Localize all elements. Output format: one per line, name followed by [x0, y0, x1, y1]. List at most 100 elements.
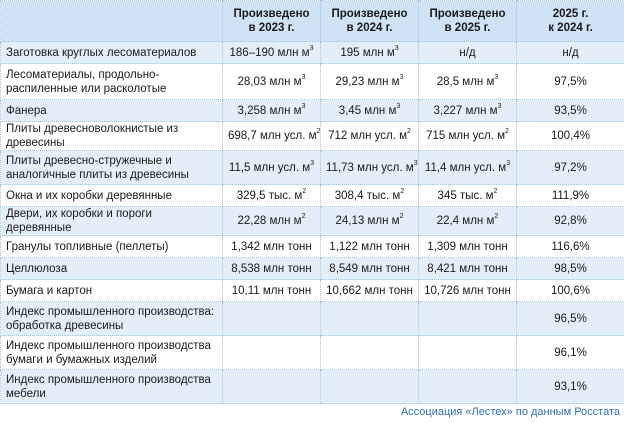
value-unit: млн усл. м [350, 130, 408, 142]
unit-exponent: 3 [506, 159, 511, 167]
ratio-text: н/д [562, 46, 579, 59]
source-caption: Ассоциация «Лестех» по данным Росстата [400, 406, 620, 418]
value-y2023: 28,03 млн м3 [222, 63, 321, 100]
value-y2025 [418, 335, 517, 370]
value-unit: млн тонн [462, 284, 511, 297]
value-y2023: 329,5 тыс. м2 [222, 184, 321, 207]
table-row: Фанера 3,258 млн м3 3,45 млн м3 3,227 млн м… [0, 99, 624, 122]
row-label-text: Двери, их коробки и пороги деревянные [6, 208, 152, 234]
ratio-text: 96,1% [554, 346, 587, 359]
value-ratio: 97,2% [516, 150, 624, 185]
value-y2024: 308,4 тыс. м2 [320, 184, 419, 207]
value-unit: тыс. м [268, 189, 303, 202]
value-y2023: 1,342 млн тонн [222, 235, 321, 258]
header-item [0, 0, 223, 42]
table-row: Целлюлоза 8,538 млн тонн 8,549 млн тонн 8,4… [0, 257, 624, 280]
value-number: 715 [426, 130, 446, 142]
value-y2025: 28,5 млн м3 [418, 63, 517, 100]
value-y2024: 8,549 млн тонн [320, 257, 419, 280]
value-number: 11,5 [228, 161, 251, 174]
value-y2024 [320, 335, 419, 370]
ratio-text: 111,9% [551, 189, 590, 202]
value-number: 8,549 [329, 262, 359, 275]
unit-exponent: 2 [316, 128, 321, 135]
row-label: Двери, их коробки и пороги деревянные [0, 206, 223, 236]
value-ratio: 93,5% [516, 99, 624, 122]
value-ratio: 98,5% [516, 257, 624, 280]
value-ratio: 97,5% [516, 63, 624, 100]
ratio-text: 92,8% [554, 215, 587, 227]
value-unit: млн м [277, 46, 310, 59]
value-y2025: 11,4 млн усл. м3 [418, 150, 517, 185]
value-ratio: 100,6% [516, 279, 624, 302]
value-number: н/д [459, 46, 476, 59]
unit-exponent: 2 [494, 213, 499, 220]
value-unit: млн усл. м [357, 161, 414, 174]
value-unit: млн тонн [263, 262, 312, 275]
header-2025: Произведено в 2025 г. [418, 0, 517, 42]
value-y2024: 29,23 млн м3 [320, 63, 419, 100]
value-y2025 [418, 301, 517, 336]
value-y2023: 11,5 млн усл. м3 [222, 150, 321, 185]
value-number: 10,726 [424, 284, 460, 297]
value-number: 186–190 [229, 46, 275, 59]
header-ratio: 2025 г. к 2024 г. [516, 0, 624, 42]
row-label: Плиты древесноволокнистые из древесины [0, 121, 223, 151]
value-y2023: 186–190 млн м3 [222, 41, 321, 64]
row-label-text: Индекс промышленного производства мебели [6, 373, 211, 400]
value-number: 8,538 [231, 262, 261, 275]
value-y2024: 1,122 млн тонн [320, 235, 419, 258]
value-y2024: 11,73 млн усл. м3 [320, 150, 419, 185]
ratio-text: 116,6% [551, 240, 590, 253]
value-y2024: 195 млн м3 [320, 41, 419, 64]
value-unit: млн усл. м [448, 130, 506, 142]
row-label-text: Фанера [6, 104, 47, 117]
value-unit: млн усл. м [449, 161, 507, 174]
row-label: Плиты древесно-стружечные и аналогичные … [0, 150, 223, 185]
row-label-text: Плиты древесноволокнистые из древесины [6, 123, 179, 149]
value-number: 22,28 [237, 215, 267, 227]
value-number: 329,5 [236, 189, 266, 202]
ratio-text: 97,5% [554, 75, 587, 88]
value-unit: млн усл. м [259, 130, 317, 142]
header-2023: Произведено в 2023 г. [222, 0, 321, 42]
unit-exponent: 2 [505, 128, 509, 135]
row-label-text: Индекс промышленного производства бумаги… [6, 339, 211, 366]
value-number: 1,342 [231, 240, 261, 253]
ratio-text: 97,2% [554, 161, 587, 174]
table-row: Бумага и картон 10,11 млн тонн 10,662 млн … [0, 279, 624, 302]
value-ratio: 92,8% [516, 206, 624, 236]
value-number: 11,73 [326, 161, 354, 174]
value-number: 29,23 [335, 75, 365, 88]
value-ratio: 96,5% [516, 301, 624, 336]
row-label: Фанера [0, 99, 223, 122]
row-label-text: Гранулы топливные (пеллеты) [6, 240, 169, 253]
ratio-text: 98,5% [554, 262, 587, 275]
unit-exponent: 2 [407, 128, 411, 135]
value-unit: млн м [462, 75, 495, 88]
value-unit: млн тонн [364, 284, 413, 297]
value-y2025: 715 млн усл. м2 [418, 121, 517, 151]
value-number: 22,4 [436, 215, 460, 227]
header-line: в 2023 г. [248, 22, 295, 34]
header-line: Произведено [429, 8, 506, 20]
row-label-text: Плиты древесно-стружечные и аналогичные … [6, 154, 189, 181]
value-y2025: н/д [418, 41, 517, 64]
value-ratio: 96,1% [516, 335, 624, 370]
value-unit: млн усл. м [253, 161, 311, 174]
table-row: Плиты древесно-стружечные и аналогичные … [0, 150, 624, 185]
row-label-text: Лесоматериалы, продольно-распиленные или… [6, 68, 167, 95]
value-unit: млн тонн [459, 262, 508, 275]
row-label: Заготовка круглых лесоматериалов [0, 41, 223, 64]
value-ratio: 93,1% [516, 369, 624, 404]
header-line: Произведено [233, 8, 310, 20]
header-line: Произведено [331, 8, 408, 20]
table-row: Заготовка круглых лесоматериалов 186–190 … [0, 41, 624, 64]
value-unit: млн тонн [262, 284, 312, 297]
row-label-text: Заготовка круглых лесоматериалов [6, 46, 197, 59]
value-number: 10,662 [326, 284, 362, 297]
value-y2025: 1,309 млн тонн [418, 235, 517, 258]
value-y2023: 698,7 млн усл. м2 [222, 121, 321, 151]
unit-exponent: 3 [301, 73, 306, 81]
value-y2024: 10,662 млн тонн [320, 279, 419, 302]
